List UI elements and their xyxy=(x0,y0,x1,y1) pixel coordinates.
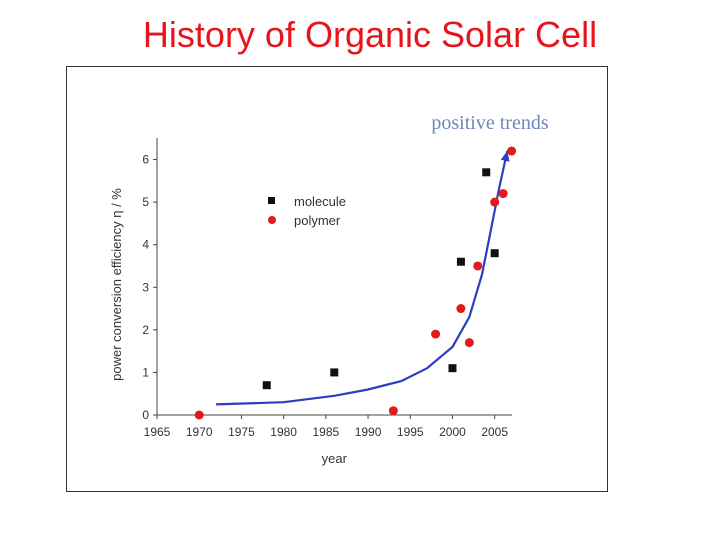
polymer-point xyxy=(456,304,466,314)
x-axis-label: year xyxy=(322,451,348,466)
molecule-point xyxy=(330,368,339,377)
x-tick-label: 1965 xyxy=(144,425,171,439)
legend-label-molecule: molecule xyxy=(294,194,346,209)
y-tick-label: 2 xyxy=(142,323,149,337)
legend-marker-molecule xyxy=(268,197,275,204)
molecule-point xyxy=(456,257,465,266)
molecule-point xyxy=(482,168,491,177)
slide-title: History of Organic Solar Cell xyxy=(142,14,598,55)
y-axis-label: power conversion efficiency η / % xyxy=(109,188,124,381)
y-tick-label: 0 xyxy=(142,408,149,422)
polymer-point xyxy=(490,197,500,207)
x-tick-label: 1975 xyxy=(228,425,255,439)
molecule-point xyxy=(448,364,457,373)
x-tick-label: 1995 xyxy=(397,425,424,439)
polymer-point xyxy=(194,410,204,420)
polymer-point xyxy=(473,261,483,271)
figure-frame xyxy=(66,66,608,492)
y-tick-label: 1 xyxy=(142,365,149,379)
molecule-point xyxy=(262,381,271,390)
x-tick-label: 2005 xyxy=(481,425,508,439)
legend-label-polymer: polymer xyxy=(294,213,341,228)
y-tick-label: 5 xyxy=(142,195,149,209)
y-tick-label: 3 xyxy=(142,280,149,294)
trend-line xyxy=(216,150,509,406)
x-tick-label: 2000 xyxy=(439,425,466,439)
polymer-point xyxy=(464,338,474,348)
trend-annotation: positive trends xyxy=(431,112,548,134)
polymer-point xyxy=(431,329,441,339)
polymer-point xyxy=(507,146,517,156)
x-tick-label: 1985 xyxy=(312,425,339,439)
trend-arrowhead xyxy=(500,151,510,162)
x-tick-label: 1980 xyxy=(270,425,297,439)
y-tick-label: 4 xyxy=(142,238,149,252)
polymer-point xyxy=(498,189,508,199)
x-tick-label: 1990 xyxy=(355,425,382,439)
polymer-point xyxy=(388,406,398,416)
y-tick-label: 6 xyxy=(142,153,149,167)
x-tick-label: 1970 xyxy=(186,425,213,439)
molecule-point xyxy=(490,249,499,258)
legend-marker-polymer xyxy=(268,216,276,224)
